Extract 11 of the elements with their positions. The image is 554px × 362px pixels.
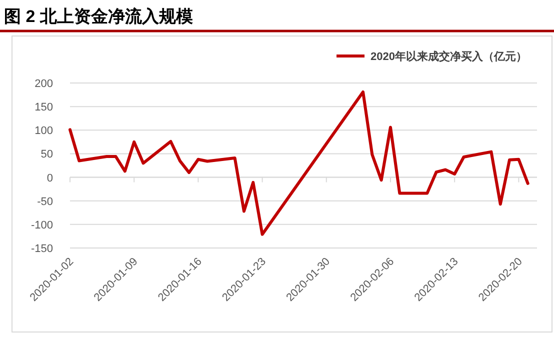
y-tick-label: -50: [37, 196, 53, 208]
y-tick-label: 50: [40, 148, 53, 161]
y-tick-label: -100: [30, 219, 53, 232]
chart-title: 图 2 北上资金净流入规模: [4, 7, 193, 26]
line-series: [68, 90, 530, 236]
y-tick-label: 150: [34, 102, 53, 114]
y-tick-label: 0: [46, 172, 53, 184]
y-tick-label: -150: [30, 243, 53, 255]
legend-label: 2020年以来成交净买入（亿元）: [370, 50, 527, 63]
y-tick-label: 200: [34, 78, 53, 90]
y-tick-label: 100: [34, 125, 53, 138]
